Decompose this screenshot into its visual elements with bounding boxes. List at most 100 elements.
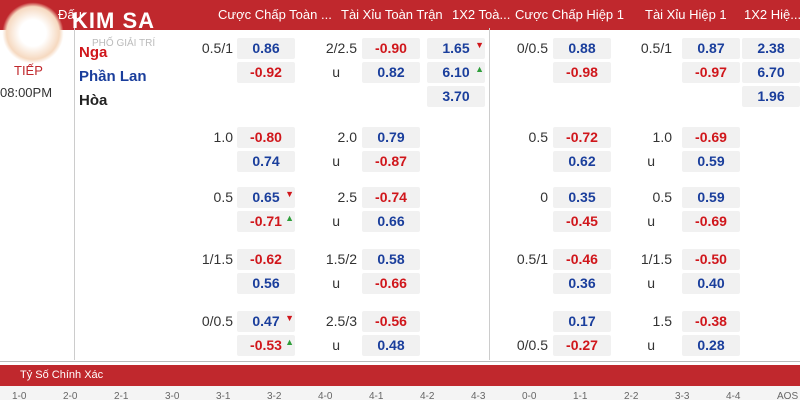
column-header: 1X2 Toà... bbox=[452, 7, 511, 22]
line-label: 0.5/1 bbox=[640, 40, 672, 56]
odds-box[interactable]: -0.72 bbox=[553, 127, 611, 148]
score-label: 0-0 bbox=[522, 391, 537, 402]
line-label: 0/0.5 bbox=[516, 337, 548, 353]
score-row bbox=[0, 386, 800, 400]
score-label: 1-0 bbox=[12, 391, 27, 402]
column-header: 1X2 Hiệ... bbox=[744, 7, 800, 22]
odds-box[interactable]: 0.58 bbox=[362, 249, 420, 270]
odds-box[interactable]: -0.87 bbox=[362, 151, 420, 172]
odds-box[interactable]: -0.53 ▲ bbox=[237, 335, 295, 356]
odds-box[interactable]: -0.80 bbox=[237, 127, 295, 148]
line-label: 1/1.5 bbox=[201, 251, 233, 267]
score-label: 1-1 bbox=[573, 391, 588, 402]
line-label: u bbox=[332, 213, 340, 229]
odds-box[interactable]: -0.74 bbox=[362, 187, 420, 208]
odds-box[interactable]: 0.62 bbox=[553, 151, 611, 172]
score-label: 2-2 bbox=[624, 391, 639, 402]
odds-box[interactable]: -0.97 bbox=[682, 62, 740, 83]
line-label: u bbox=[332, 337, 340, 353]
line-label: 2.5/3 bbox=[325, 313, 357, 329]
line-label: 0.5 bbox=[213, 189, 233, 205]
trend-arrow: ▼ bbox=[475, 40, 484, 50]
trend-arrow: ▼ bbox=[285, 189, 294, 199]
line-label: u bbox=[647, 213, 655, 229]
divider bbox=[0, 361, 800, 362]
score-label: 4-3 bbox=[471, 391, 486, 402]
odds-box[interactable]: 0.48 bbox=[362, 335, 420, 356]
line-label: 0/0.5 bbox=[201, 313, 233, 329]
score-label: 2-1 bbox=[114, 391, 129, 402]
odds-box[interactable]: 2.38 bbox=[742, 38, 800, 59]
team-name: Phần Lan bbox=[79, 68, 147, 85]
odds-box[interactable]: 0.82 bbox=[362, 62, 420, 83]
trend-arrow: ▲ bbox=[475, 64, 484, 74]
odds-box[interactable]: 6.70 bbox=[742, 62, 800, 83]
odds-box[interactable]: 0.40 bbox=[682, 273, 740, 294]
line-label: 2.0 bbox=[337, 129, 357, 145]
odds-box[interactable]: 0.59 bbox=[682, 151, 740, 172]
odds-box[interactable]: -0.62 bbox=[237, 249, 295, 270]
logo: KIM SA bbox=[72, 8, 155, 33]
odds-box[interactable]: 0.88 bbox=[553, 38, 611, 59]
line-label: 1.0 bbox=[652, 129, 672, 145]
line-label: 0 bbox=[540, 189, 548, 205]
odds-box[interactable]: 0.56 bbox=[237, 273, 295, 294]
match-time: 08:00PM bbox=[0, 85, 53, 100]
odds-box[interactable]: 3.70 bbox=[427, 86, 485, 107]
line-label: 0.5/1 bbox=[516, 251, 548, 267]
odds-box[interactable]: 0.87 bbox=[682, 38, 740, 59]
odds-box[interactable]: 0.36 bbox=[553, 273, 611, 294]
odds-box[interactable]: -0.90 bbox=[362, 38, 420, 59]
odds-box[interactable]: -0.66 bbox=[362, 273, 420, 294]
odds-box[interactable]: 0.79 bbox=[362, 127, 420, 148]
odds-box[interactable]: 1.65 ▼ bbox=[427, 38, 485, 59]
section-title: Tỷ Số Chính Xác bbox=[20, 369, 104, 381]
score-label: 3-0 bbox=[165, 391, 180, 402]
header-bar bbox=[0, 0, 800, 30]
match-status: TIẾP bbox=[14, 63, 43, 78]
odds-box[interactable]: -0.56 bbox=[362, 311, 420, 332]
column-header: Tài Xỉu Toàn Trận bbox=[341, 7, 443, 22]
odds-box[interactable]: 0.59 bbox=[682, 187, 740, 208]
line-label: 1.5/2 bbox=[325, 251, 357, 267]
divider bbox=[489, 28, 490, 360]
trend-arrow: ▲ bbox=[285, 213, 294, 223]
odds-box[interactable]: 1.96 bbox=[742, 86, 800, 107]
line-label: u bbox=[647, 275, 655, 291]
odds-box[interactable]: -0.50 bbox=[682, 249, 740, 270]
odds-box[interactable]: 6.10 ▲ bbox=[427, 62, 485, 83]
column-header: Tài Xỉu Hiệp 1 bbox=[645, 7, 727, 22]
odds-box[interactable]: -0.69 bbox=[682, 211, 740, 232]
column-header: Cược Chấp Toàn ... bbox=[218, 7, 332, 22]
odds-box[interactable]: -0.45 bbox=[553, 211, 611, 232]
odds-box[interactable]: 0.35 bbox=[553, 187, 611, 208]
trend-arrow: ▲ bbox=[285, 337, 294, 347]
odds-box[interactable]: 0.28 bbox=[682, 335, 740, 356]
odds-box[interactable]: -0.46 bbox=[553, 249, 611, 270]
odds-box[interactable]: 0.17 bbox=[553, 311, 611, 332]
line-label: u bbox=[332, 153, 340, 169]
logo-subtitle: PHỐ GIẢI TRÍ bbox=[92, 38, 156, 49]
odds-box[interactable]: 0.65 ▼ bbox=[237, 187, 295, 208]
line-label: 0.5/1 bbox=[201, 40, 233, 56]
odds-box[interactable]: -0.27 bbox=[553, 335, 611, 356]
line-label: 0.5 bbox=[652, 189, 672, 205]
odds-box[interactable]: -0.38 bbox=[682, 311, 740, 332]
odds-box[interactable]: 0.66 bbox=[362, 211, 420, 232]
odds-box[interactable]: 0.47 ▼ bbox=[237, 311, 295, 332]
odds-box[interactable]: -0.69 bbox=[682, 127, 740, 148]
team-name: Nga bbox=[79, 44, 108, 61]
line-label: 1/1.5 bbox=[640, 251, 672, 267]
line-label: 0/0.5 bbox=[516, 40, 548, 56]
logo-emblem bbox=[2, 2, 64, 64]
odds-box[interactable]: -0.71 ▲ bbox=[237, 211, 295, 232]
odds-box[interactable]: 0.74 bbox=[237, 151, 295, 172]
divider bbox=[74, 28, 75, 360]
odds-box[interactable]: -0.98 bbox=[553, 62, 611, 83]
score-label: AOS bbox=[777, 391, 799, 402]
team-name: Hòa bbox=[79, 92, 108, 109]
score-label: 3-1 bbox=[216, 391, 231, 402]
odds-box[interactable]: -0.92 bbox=[237, 62, 295, 83]
odds-box[interactable]: 0.86 bbox=[237, 38, 295, 59]
column-header: Đấu bbox=[58, 7, 82, 22]
